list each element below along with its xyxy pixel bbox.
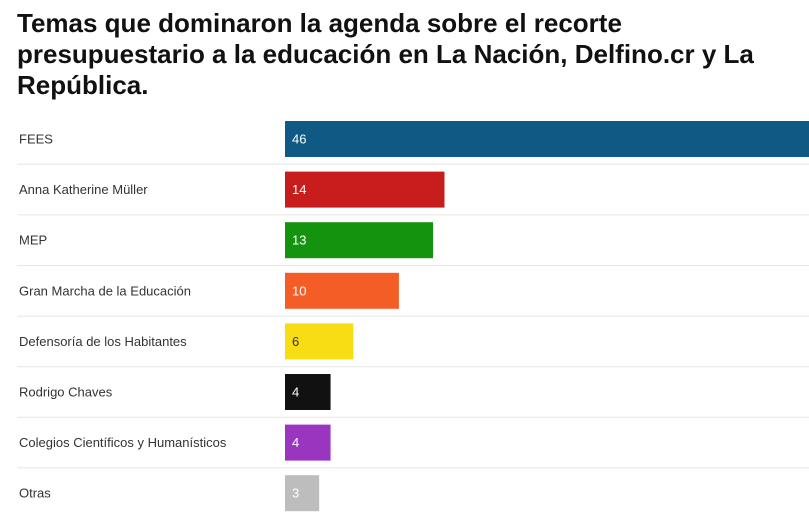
chart-title: Temas que dominaron la agenda sobre el r…	[17, 8, 754, 100]
category-label: Rodrigo Chaves	[19, 385, 113, 400]
data-label: 4	[292, 435, 299, 450]
data-label: 13	[292, 233, 306, 248]
bar	[285, 272, 399, 309]
data-label: 6	[292, 334, 299, 349]
category-label: FEES	[19, 132, 53, 147]
bar	[285, 222, 434, 259]
category-label: MEP	[19, 233, 47, 248]
bars-group	[285, 121, 809, 512]
category-label: Defensoría de los Habitantes	[19, 334, 187, 349]
category-label: Colegios Científicos y Humanísticos	[19, 435, 227, 450]
category-label: Anna Katherine Müller	[19, 182, 148, 197]
value-labels-group: 46 14 13 10 6 4 4 3	[292, 132, 306, 501]
data-label: 10	[292, 283, 306, 298]
bar	[285, 121, 809, 157]
bar	[285, 424, 331, 461]
bar	[285, 475, 320, 512]
data-label: 3	[292, 486, 299, 501]
row-separators	[17, 163, 809, 469]
bar	[285, 171, 445, 208]
category-labels-group: FEES Anna Katherine Müller MEP Gran Marcha …	[19, 132, 227, 501]
category-label: Gran Marcha de la Educación	[19, 283, 191, 298]
data-label: 4	[292, 385, 299, 400]
bar	[285, 323, 354, 360]
data-label: 14	[292, 182, 306, 197]
data-label: 46	[292, 132, 306, 147]
category-label: Otras	[19, 486, 51, 501]
bar	[285, 374, 331, 410]
